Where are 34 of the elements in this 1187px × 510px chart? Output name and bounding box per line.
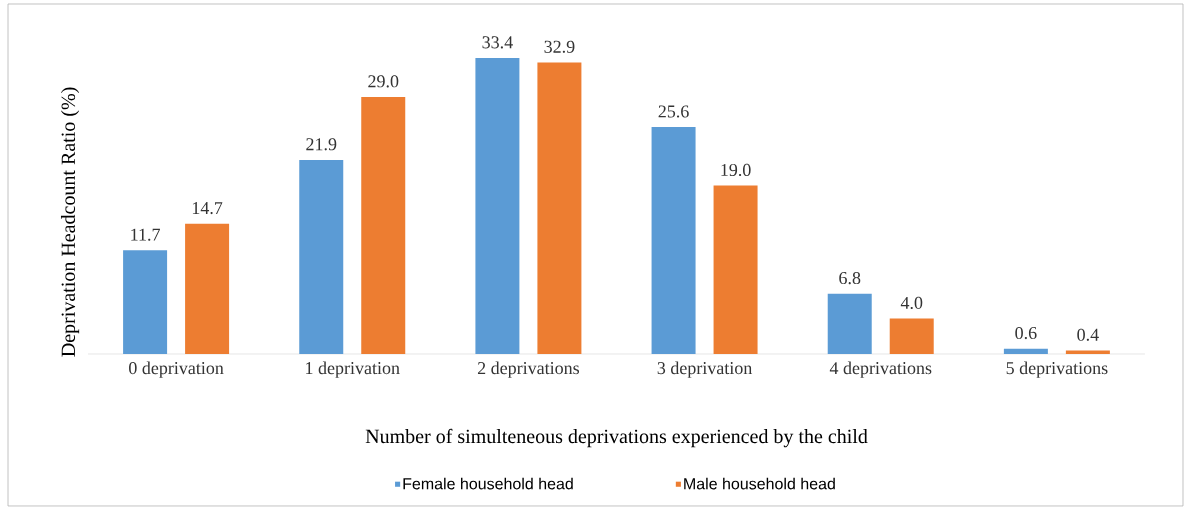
data-label: 0.4	[1077, 328, 1099, 341]
y-axis-title: Deprivation Headcount Ratio (%)	[60, 87, 80, 357]
data-label: 21.9	[306, 138, 337, 151]
bar	[361, 96, 406, 354]
data-label: 11.7	[131, 228, 160, 241]
x-tick-label: 1 deprivation	[306, 361, 400, 378]
bar	[1065, 350, 1110, 354]
bar	[123, 250, 168, 354]
data-label: 25.6	[658, 105, 689, 118]
bar	[889, 318, 934, 354]
x-axis-title: Number of simulteneous deprivations experienced by the child	[365, 428, 868, 448]
data-label: 29.0	[368, 75, 399, 88]
x-tick-label: 4 deprivations	[829, 361, 932, 378]
x-tick-label: 3 deprivation	[657, 361, 753, 378]
x-tick-label: 2 deprivations	[477, 361, 580, 378]
bar	[713, 185, 758, 354]
legend-label: Male household head	[684, 477, 835, 490]
bar	[827, 293, 872, 354]
bar	[537, 62, 582, 354]
data-label: 19.0	[721, 163, 751, 177]
bar	[299, 159, 344, 354]
data-label: 6.8	[839, 271, 861, 285]
data-label: 0.6	[1015, 326, 1037, 340]
bar	[475, 57, 520, 354]
data-label: 33.4	[482, 36, 513, 49]
x-tick-label: 5 deprivations	[1006, 361, 1108, 378]
legend-label: Female household head	[403, 477, 573, 490]
data-label: 32.9	[544, 40, 575, 53]
x-tick-label: 0 deprivation	[129, 361, 224, 378]
data-label: 4.0	[900, 296, 923, 310]
bar	[651, 127, 696, 354]
data-label: 14.7	[192, 202, 223, 215]
bar	[1003, 348, 1048, 354]
bar	[185, 223, 230, 354]
